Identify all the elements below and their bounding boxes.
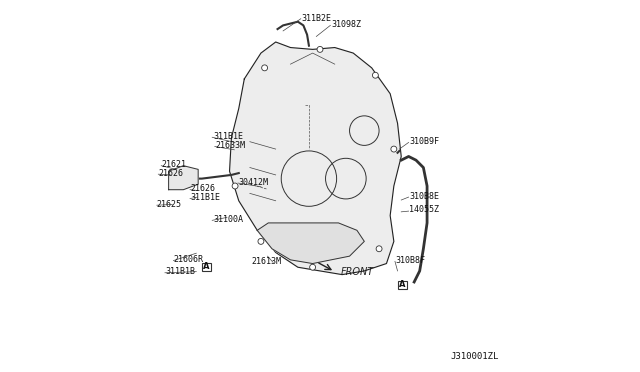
Text: A: A (204, 262, 210, 271)
Text: 31100A: 31100A (213, 215, 243, 224)
Text: A: A (399, 280, 405, 289)
Bar (202, 263, 211, 271)
Circle shape (376, 246, 382, 252)
Polygon shape (230, 42, 401, 275)
Text: FRONT: FRONT (340, 267, 374, 277)
Circle shape (310, 264, 316, 270)
Text: J310001ZL: J310001ZL (451, 352, 499, 361)
Text: 21613M: 21613M (252, 257, 282, 266)
Polygon shape (168, 166, 198, 190)
Text: 310B8E: 310B8E (410, 192, 439, 201)
Text: 30412M: 30412M (239, 178, 269, 187)
Text: 310B9F: 310B9F (410, 137, 439, 146)
Circle shape (372, 72, 378, 78)
Text: 21621: 21621 (161, 160, 186, 169)
Text: 21625: 21625 (157, 200, 182, 209)
Circle shape (232, 183, 238, 189)
Text: 310B8F: 310B8F (396, 256, 426, 265)
Bar (397, 280, 407, 289)
Text: 311B1E: 311B1E (190, 193, 220, 202)
Text: 31098Z: 31098Z (331, 20, 361, 29)
Circle shape (258, 238, 264, 244)
Text: 14055Z: 14055Z (410, 205, 439, 215)
Circle shape (262, 65, 268, 71)
Text: 21606R: 21606R (173, 255, 204, 264)
Text: 21626: 21626 (158, 169, 183, 177)
Text: 21633M: 21633M (216, 141, 246, 150)
Polygon shape (257, 223, 364, 263)
Circle shape (391, 146, 397, 152)
Text: 311B1E: 311B1E (213, 132, 243, 141)
Text: 21626: 21626 (190, 185, 215, 193)
Text: 311B1B: 311B1B (166, 267, 196, 276)
Text: 311B2E: 311B2E (301, 13, 332, 22)
Circle shape (317, 46, 323, 52)
